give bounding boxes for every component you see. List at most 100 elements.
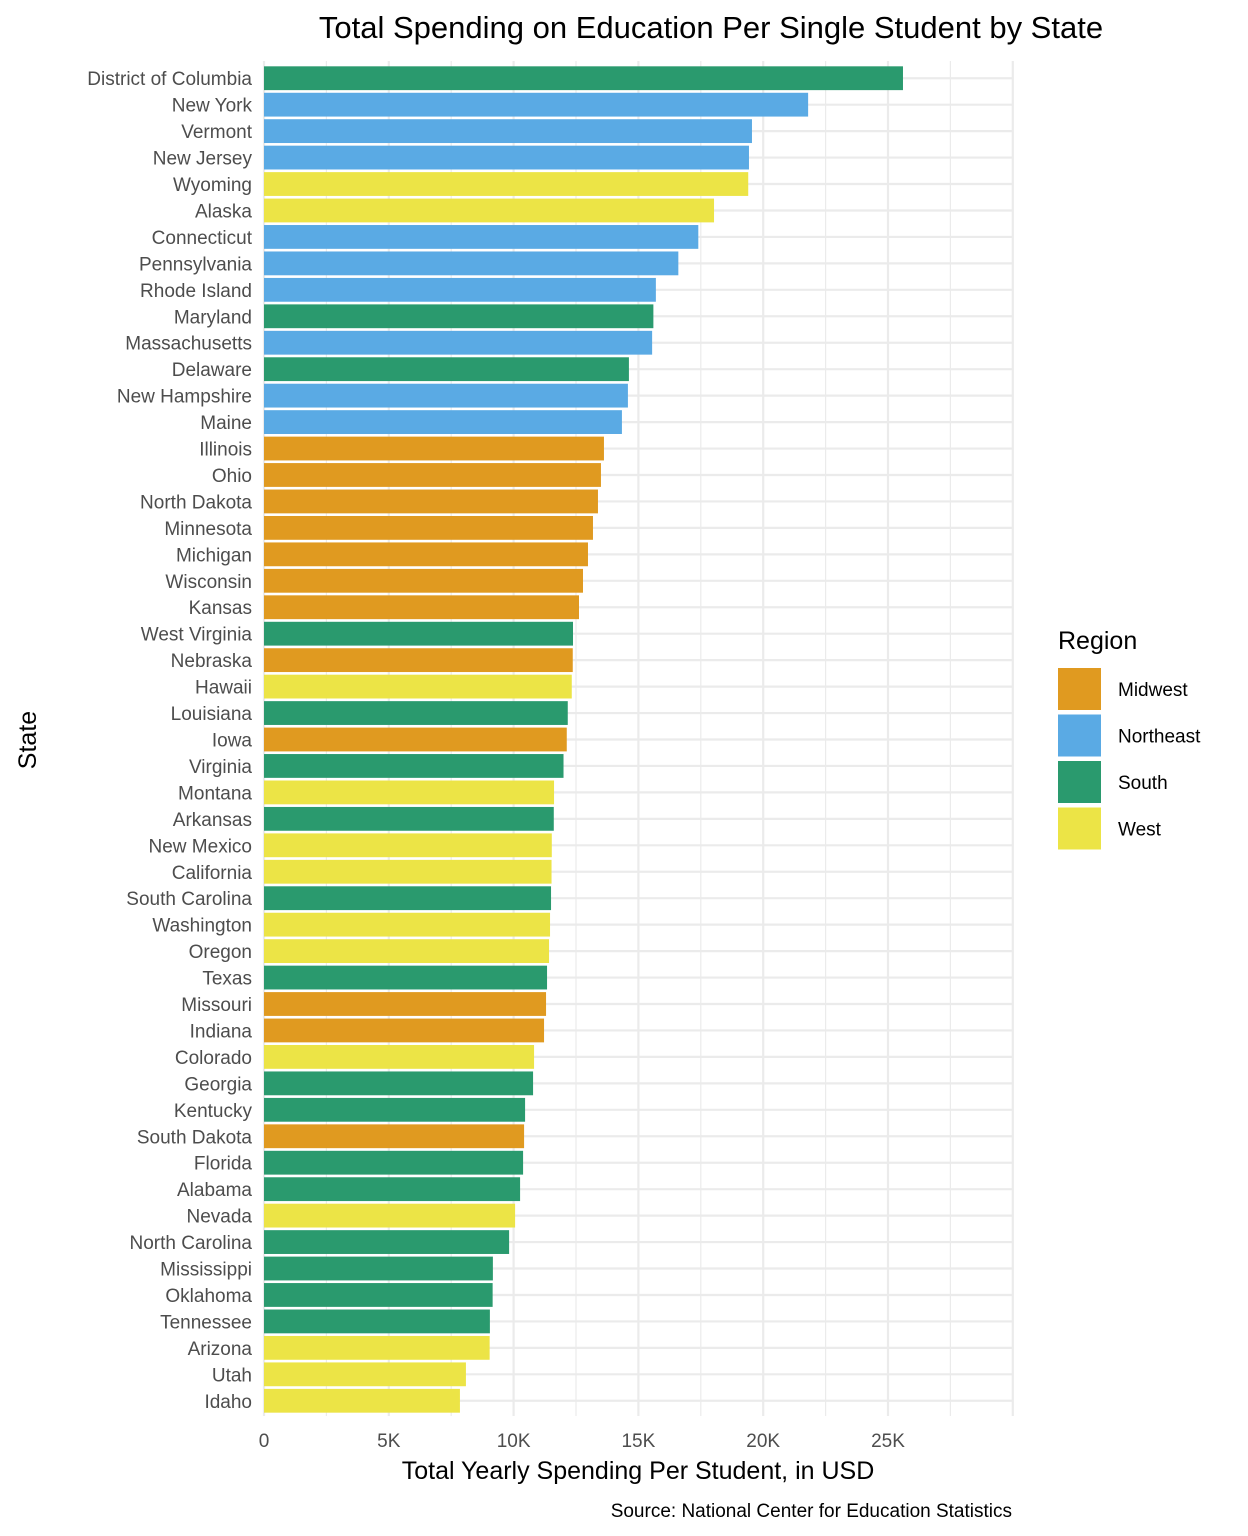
bar — [264, 595, 579, 620]
y-axis-label: State — [14, 711, 42, 769]
legend-swatch — [1058, 807, 1101, 850]
bar — [264, 833, 552, 858]
x-tick-label: 15K — [621, 1431, 655, 1452]
bar — [264, 489, 598, 514]
bar — [264, 172, 749, 196]
bar — [264, 304, 654, 329]
bar — [264, 992, 547, 1016]
y-tick-label: South Dakota — [137, 1127, 253, 1148]
bar — [264, 754, 564, 778]
y-tick-label: New Mexico — [149, 836, 252, 857]
bar — [264, 621, 574, 646]
caption: Source: National Center for Education St… — [611, 1501, 1012, 1522]
bar — [264, 1045, 535, 1069]
legend-label: Northeast — [1118, 727, 1201, 748]
x-tick-label: 10K — [497, 1431, 531, 1452]
bar — [264, 225, 699, 249]
bar — [264, 1362, 466, 1387]
y-tick-label: Alabama — [177, 1180, 252, 1201]
y-tick-label: Massachusetts — [125, 334, 252, 355]
bar — [264, 1230, 510, 1254]
bar — [264, 568, 583, 593]
y-tick-label: Wyoming — [173, 175, 252, 196]
bar — [264, 66, 903, 91]
y-tick-label: New Jersey — [153, 149, 253, 170]
bar — [264, 1124, 525, 1149]
y-tick-label: Washington — [152, 916, 252, 937]
bar — [264, 1071, 534, 1096]
y-tick-label: Illinois — [199, 440, 252, 461]
bar — [264, 198, 715, 223]
y-tick-label: Louisiana — [171, 704, 253, 725]
y-tick-label: Tennessee — [160, 1312, 252, 1333]
y-tick-label: Michigan — [176, 545, 252, 566]
y-tick-label: New Hampshire — [117, 387, 252, 408]
y-tick-label: Idaho — [204, 1392, 252, 1413]
y-tick-label: Connecticut — [152, 228, 253, 249]
y-tick-label: Colorado — [175, 1048, 252, 1069]
y-tick-label: Texas — [202, 969, 252, 990]
bar — [264, 780, 555, 805]
y-tick-label: Utah — [212, 1365, 252, 1386]
bar — [264, 357, 629, 382]
x-tick-label: 5K — [377, 1431, 401, 1452]
bar — [264, 1256, 493, 1281]
bar — [264, 912, 551, 937]
bar — [264, 727, 567, 752]
bar — [264, 277, 656, 302]
bar — [264, 1018, 545, 1043]
bar — [264, 1150, 524, 1175]
y-tick-label: North Dakota — [140, 492, 252, 513]
y-tick-label: Kentucky — [174, 1101, 253, 1122]
bar — [264, 648, 573, 673]
x-tick-label: 20K — [746, 1431, 780, 1452]
legend-label: South — [1118, 773, 1168, 794]
y-tick-label: Alaska — [195, 201, 252, 222]
y-tick-label: Minnesota — [164, 519, 252, 540]
y-tick-label: Wisconsin — [165, 572, 252, 593]
y-tick-label: Maine — [200, 413, 252, 434]
y-tick-label: Rhode Island — [140, 281, 252, 302]
x-axis-label: Total Yearly Spending Per Student, in US… — [402, 1457, 875, 1485]
y-tick-label: Oregon — [189, 942, 252, 963]
y-tick-label: Mississippi — [160, 1260, 252, 1281]
bar — [264, 1283, 493, 1307]
y-tick-label: North Carolina — [130, 1233, 253, 1254]
bar — [264, 1388, 460, 1413]
y-tick-label: South Carolina — [126, 889, 252, 910]
y-tick-label: Florida — [194, 1154, 253, 1175]
legend-swatch — [1058, 714, 1101, 757]
y-tick-label: Ohio — [212, 466, 252, 487]
bar — [264, 701, 568, 725]
y-tick-label: California — [172, 863, 253, 884]
bar — [264, 436, 604, 461]
y-tick-label: Iowa — [212, 731, 253, 752]
y-tick-label: West Virginia — [141, 625, 253, 646]
y-tick-labels: District of Columbia New York Vermont New J… — [87, 69, 252, 1413]
y-tick-label: Oklahoma — [165, 1286, 252, 1307]
y-tick-label: District of Columbia — [87, 69, 252, 90]
y-tick-label: Arizona — [188, 1339, 253, 1360]
bar — [264, 383, 628, 408]
y-tick-label: Nebraska — [171, 651, 253, 672]
legend-swatch — [1058, 761, 1101, 803]
y-tick-label: Vermont — [181, 122, 252, 143]
legend-label: Midwest — [1118, 680, 1188, 701]
bar — [264, 1309, 490, 1334]
bar — [264, 859, 552, 884]
bar — [264, 674, 572, 699]
x-tick-labels: 0 5K 10K 15K 20K 25K — [259, 1431, 906, 1452]
bar — [264, 939, 550, 964]
y-tick-label: New York — [172, 96, 253, 117]
y-tick-label: Delaware — [172, 360, 252, 381]
bar — [264, 251, 679, 276]
y-tick-label: Kansas — [189, 598, 252, 619]
bar — [264, 92, 809, 117]
bar — [264, 1097, 526, 1122]
y-tick-label: Maryland — [174, 307, 252, 328]
bar — [264, 410, 622, 434]
legend-title: Region — [1058, 627, 1137, 655]
bar — [264, 886, 552, 911]
legend-swatch — [1058, 668, 1101, 710]
